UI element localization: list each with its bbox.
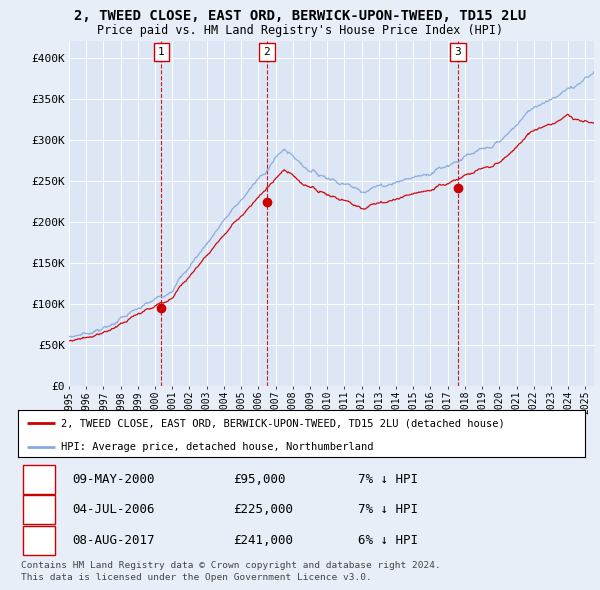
Text: 7% ↓ HPI: 7% ↓ HPI: [358, 473, 418, 486]
FancyBboxPatch shape: [23, 526, 55, 555]
FancyBboxPatch shape: [259, 43, 275, 61]
FancyBboxPatch shape: [23, 496, 55, 524]
FancyBboxPatch shape: [23, 465, 55, 493]
Text: £95,000: £95,000: [233, 473, 286, 486]
Text: £225,000: £225,000: [233, 503, 293, 516]
Text: 2: 2: [35, 503, 43, 516]
Text: HPI: Average price, detached house, Northumberland: HPI: Average price, detached house, Nort…: [61, 442, 373, 452]
Text: 3: 3: [455, 47, 461, 57]
Text: 04-JUL-2006: 04-JUL-2006: [72, 503, 154, 516]
Text: 2, TWEED CLOSE, EAST ORD, BERWICK-UPON-TWEED, TD15 2LU: 2, TWEED CLOSE, EAST ORD, BERWICK-UPON-T…: [74, 9, 526, 23]
Text: This data is licensed under the Open Government Licence v3.0.: This data is licensed under the Open Gov…: [21, 573, 372, 582]
Text: 1: 1: [158, 47, 164, 57]
Text: 7% ↓ HPI: 7% ↓ HPI: [358, 503, 418, 516]
Text: 6% ↓ HPI: 6% ↓ HPI: [358, 534, 418, 547]
Text: 09-MAY-2000: 09-MAY-2000: [72, 473, 154, 486]
FancyBboxPatch shape: [154, 43, 169, 61]
Text: 2: 2: [263, 47, 271, 57]
Text: 2, TWEED CLOSE, EAST ORD, BERWICK-UPON-TWEED, TD15 2LU (detached house): 2, TWEED CLOSE, EAST ORD, BERWICK-UPON-T…: [61, 418, 504, 428]
Text: £241,000: £241,000: [233, 534, 293, 547]
Text: 3: 3: [35, 534, 43, 547]
Text: Price paid vs. HM Land Registry's House Price Index (HPI): Price paid vs. HM Land Registry's House …: [97, 24, 503, 37]
FancyBboxPatch shape: [450, 43, 466, 61]
Text: 1: 1: [35, 473, 43, 486]
Text: Contains HM Land Registry data © Crown copyright and database right 2024.: Contains HM Land Registry data © Crown c…: [21, 560, 441, 569]
Text: 08-AUG-2017: 08-AUG-2017: [72, 534, 154, 547]
